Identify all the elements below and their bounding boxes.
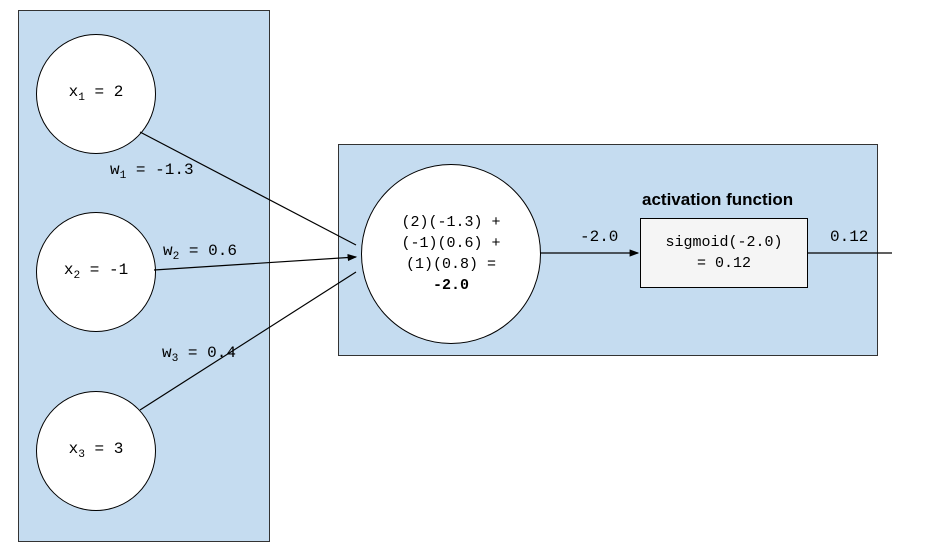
input-node-x2: x2 = -1 <box>36 212 156 332</box>
input-x3-label: x3 = 3 <box>69 440 124 461</box>
output-value: 0.12 <box>830 228 868 246</box>
activation-text: sigmoid(-2.0) = 0.12 <box>665 232 782 274</box>
sum-computation: (2)(-1.3) + (-1)(0.6) + (1)(0.8) = -2.0 <box>401 212 500 296</box>
input-x1-label: x1 = 2 <box>69 83 124 104</box>
activation-box: sigmoid(-2.0) = 0.12 <box>640 218 808 288</box>
weight-w2-label: w2 = 0.6 <box>163 242 237 263</box>
input-node-x1: x1 = 2 <box>36 34 156 154</box>
weight-w1-label: w1 = -1.3 <box>110 161 194 182</box>
weight-w3-label: w3 = 0.4 <box>162 344 236 365</box>
input-node-x3: x3 = 3 <box>36 391 156 511</box>
sum-node: (2)(-1.3) + (-1)(0.6) + (1)(0.8) = -2.0 <box>361 164 541 344</box>
input-x2-label: x2 = -1 <box>64 261 128 282</box>
sum-output-value: -2.0 <box>580 228 618 246</box>
activation-function-label: activation function <box>642 190 793 210</box>
